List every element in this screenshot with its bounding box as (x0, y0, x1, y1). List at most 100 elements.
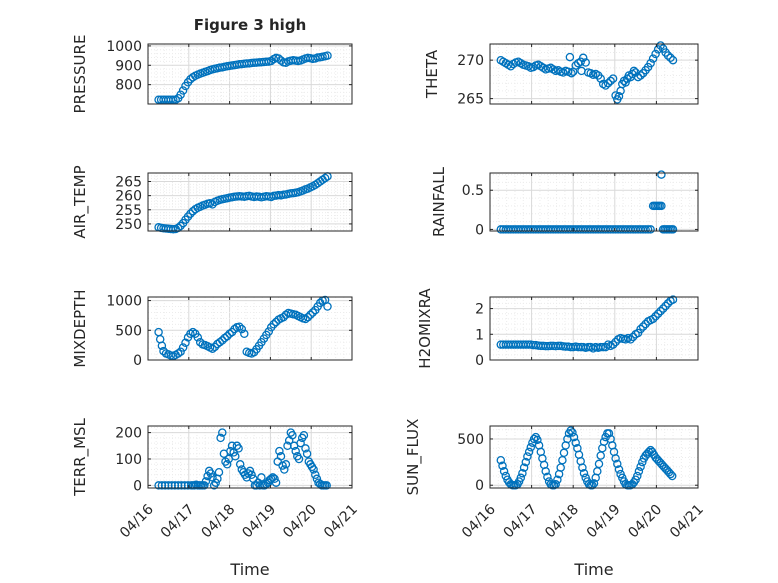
x-tick-label: 04/16 (117, 501, 157, 541)
data-point (218, 428, 227, 437)
data-point (186, 209, 195, 218)
x-tick-label: 04/18 (199, 502, 239, 542)
data-point (218, 336, 227, 345)
axes-frame (489, 425, 699, 489)
subplot-sun-flux: 0 500 04/16 04/17 04/18 04/19 04/20 04/21 Time SU… (404, 419, 707, 579)
data-point (306, 310, 315, 320)
y-tick-label: 0.5 (462, 183, 484, 199)
data-point (222, 331, 232, 341)
data-point (288, 430, 297, 440)
data-point (529, 434, 539, 444)
data-point (666, 469, 675, 479)
subplot-theta: 265 270 THETA (423, 41, 699, 108)
data-point (188, 327, 198, 337)
series-h2omixra (496, 295, 678, 353)
axes-frame (489, 43, 699, 105)
y-tick-label: 260 (115, 189, 142, 205)
series-sun-flux (496, 426, 677, 490)
y-tick-label: 0 (133, 478, 142, 494)
data-point (200, 481, 209, 490)
data-point (569, 432, 579, 442)
data-point (176, 347, 185, 356)
data-point (621, 78, 630, 87)
x-tick-label: 04/16 (459, 501, 499, 541)
series-theta (496, 41, 678, 104)
data-point (629, 66, 639, 76)
data-point (668, 295, 678, 304)
data-point (231, 452, 240, 461)
data-point (667, 471, 677, 481)
y-tick-label: 0 (475, 222, 484, 238)
data-point (279, 312, 288, 322)
data-point (499, 467, 509, 476)
data-point (596, 342, 605, 352)
axes-frame (147, 43, 353, 105)
data-point (521, 457, 531, 467)
data-point (656, 306, 665, 316)
data-point (275, 446, 284, 456)
subplot-rainfall: 0 0.5 RAINFALL (430, 166, 699, 238)
data-point (206, 469, 216, 478)
y-axis-label: SUN_FLUX (404, 419, 423, 496)
data-point (303, 312, 313, 322)
data-point (271, 478, 281, 487)
data-point (543, 472, 552, 482)
x-tick-label: 04/17 (158, 502, 198, 542)
data-point (648, 314, 658, 324)
axes-frame (147, 296, 353, 361)
x-tick-label: 04/20 (280, 502, 320, 542)
y-tick-label: 265 (457, 92, 484, 108)
data-point (566, 426, 575, 435)
y-axis-label: PRESSURE (71, 35, 89, 114)
data-point (668, 225, 678, 234)
data-point (177, 481, 186, 490)
data-point (294, 454, 304, 464)
y-axis-label: AIR_TEMP (71, 165, 90, 238)
data-point (611, 454, 620, 463)
data-point (588, 480, 597, 490)
data-point (614, 465, 624, 474)
y-tick-label: 250 (115, 217, 142, 233)
y-axis-label: TERR_MSL (71, 417, 90, 496)
data-point (311, 470, 320, 480)
axes-frame (147, 425, 353, 489)
data-point (222, 460, 232, 469)
data-point (216, 433, 225, 443)
data-point (496, 455, 506, 465)
y-tick-label: 800 (115, 78, 142, 94)
x-tick-label: 04/20 (625, 502, 665, 542)
data-point (247, 470, 256, 480)
data-point (523, 452, 532, 461)
x-axis-label: Time (229, 560, 269, 579)
data-point (603, 78, 613, 88)
data-point (651, 312, 660, 321)
data-point (626, 335, 635, 344)
data-point (526, 443, 536, 452)
data-point (646, 58, 655, 68)
data-point (646, 225, 655, 234)
y-tick-label: 2 (475, 302, 484, 318)
data-point (613, 459, 622, 469)
grid (148, 172, 352, 231)
data-point (604, 429, 614, 438)
data-point (643, 225, 653, 234)
x-tick-label: 04/19 (584, 502, 624, 542)
data-point (157, 481, 167, 490)
data-point (571, 438, 580, 447)
data-point (578, 463, 587, 472)
data-point (178, 86, 188, 95)
data-point (663, 51, 673, 60)
y-tick-label: 255 (115, 203, 142, 219)
axes-frame (489, 296, 699, 361)
axes-frame (147, 172, 353, 232)
data-point (173, 349, 183, 358)
data-point (167, 481, 176, 490)
data-point (245, 466, 255, 476)
y-tick-label: 270 (457, 53, 484, 69)
data-point (301, 314, 310, 324)
y-tick-label: 265 (115, 174, 142, 190)
data-point (323, 302, 332, 311)
data-point (634, 467, 644, 476)
data-point (164, 481, 173, 490)
y-tick-label: 1000 (106, 294, 142, 310)
